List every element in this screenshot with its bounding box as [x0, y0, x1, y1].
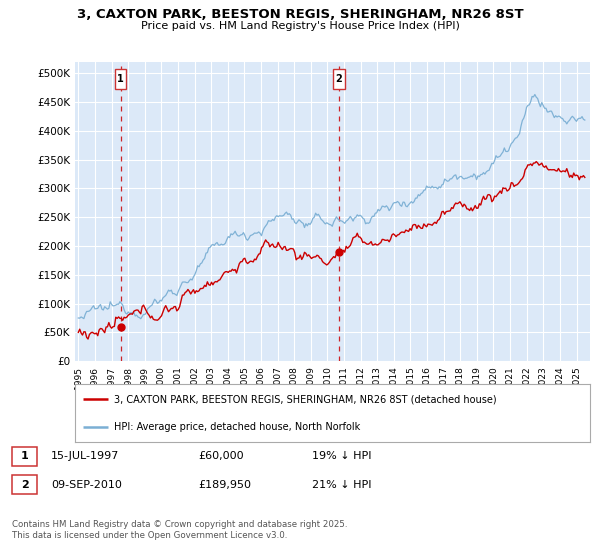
Text: £189,950: £189,950	[198, 479, 251, 489]
Text: Contains HM Land Registry data © Crown copyright and database right 2025.
This d: Contains HM Land Registry data © Crown c…	[12, 520, 347, 540]
Text: 15-JUL-1997: 15-JUL-1997	[51, 451, 119, 461]
Text: 19% ↓ HPI: 19% ↓ HPI	[312, 451, 371, 461]
Text: 3, CAXTON PARK, BEESTON REGIS, SHERINGHAM, NR26 8ST: 3, CAXTON PARK, BEESTON REGIS, SHERINGHA…	[77, 8, 523, 21]
Text: 3, CAXTON PARK, BEESTON REGIS, SHERINGHAM, NR26 8ST (detached house): 3, CAXTON PARK, BEESTON REGIS, SHERINGHA…	[113, 394, 496, 404]
Text: 09-SEP-2010: 09-SEP-2010	[51, 479, 122, 489]
Text: HPI: Average price, detached house, North Norfolk: HPI: Average price, detached house, Nort…	[113, 422, 360, 432]
Text: 1: 1	[117, 74, 124, 84]
Text: £60,000: £60,000	[198, 451, 244, 461]
Text: 2: 2	[21, 479, 28, 489]
Text: 2: 2	[335, 74, 342, 84]
Text: 21% ↓ HPI: 21% ↓ HPI	[312, 479, 371, 489]
Text: 1: 1	[21, 451, 28, 461]
Text: Price paid vs. HM Land Registry's House Price Index (HPI): Price paid vs. HM Land Registry's House …	[140, 21, 460, 31]
FancyBboxPatch shape	[12, 475, 37, 494]
FancyBboxPatch shape	[12, 447, 37, 466]
FancyBboxPatch shape	[115, 68, 127, 89]
FancyBboxPatch shape	[333, 68, 344, 89]
